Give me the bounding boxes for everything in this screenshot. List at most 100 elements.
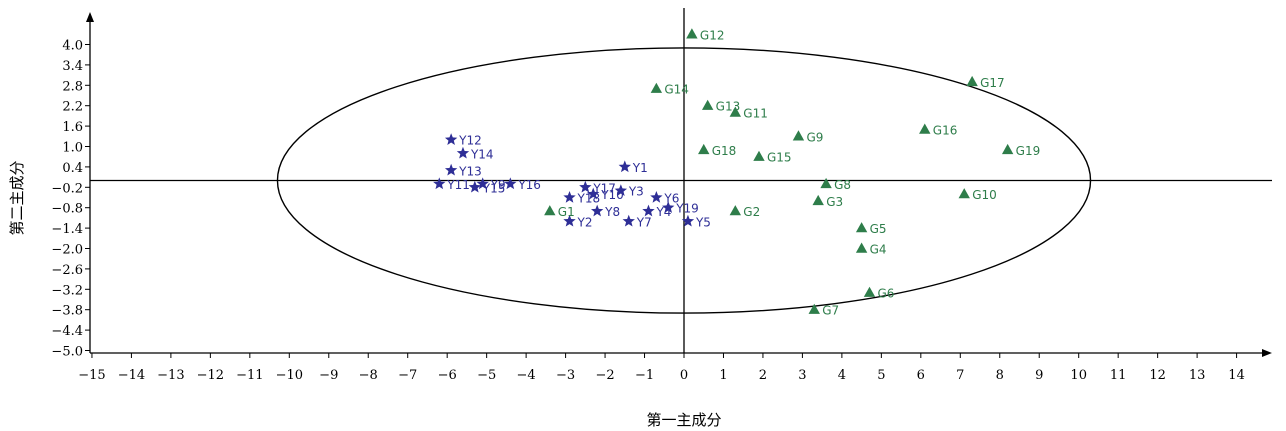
point-label-y4: Y4 [655, 205, 671, 219]
point-g2-triangle-icon [729, 205, 742, 216]
x-tick-label: −6 [438, 368, 457, 383]
x-tick-label: −12 [197, 368, 224, 383]
point-label-g16: G16 [933, 124, 958, 138]
point-g19-triangle-icon [1001, 143, 1014, 155]
point-label-y6: Y6 [663, 192, 679, 206]
x-tick-label: −9 [319, 368, 338, 383]
x-tick-label: 2 [759, 368, 767, 383]
point-g9-triangle-icon [792, 130, 805, 141]
y-axis-arrow-icon [86, 12, 94, 22]
point-label-g7: G7 [822, 304, 839, 318]
point-y12-star-icon [444, 133, 458, 145]
x-tick-label: −5 [477, 368, 496, 383]
point-y7-star-icon [622, 214, 635, 227]
point-label-g13: G13 [716, 100, 741, 114]
point-g14-triangle-icon [650, 82, 663, 93]
point-label-g6: G6 [878, 287, 895, 301]
point-y1-star-icon [618, 160, 631, 173]
y-axis-title: 第二主成分 [8, 160, 26, 235]
point-g7-triangle-icon [808, 303, 820, 314]
x-tick-label: 7 [956, 368, 964, 383]
y-tick-label: −3.8 [51, 304, 83, 319]
x-tick-label: −8 [359, 368, 378, 383]
point-g12-triangle-icon [686, 28, 698, 39]
y-tick-label: 2.8 [62, 79, 83, 94]
x-tick-label: −2 [595, 368, 614, 383]
x-tick-label: −7 [398, 368, 417, 383]
x-tick-label: 1 [719, 368, 727, 383]
point-label-g3: G3 [826, 195, 843, 209]
point-label-y19: Y19 [675, 202, 699, 216]
point-y11-star-icon [433, 177, 446, 190]
y-tick-label: −0.8 [51, 202, 83, 217]
y-tick-label: 2.2 [62, 100, 83, 115]
x-tick-label: −10 [276, 368, 303, 383]
y-tick-label: 0.4 [62, 161, 83, 176]
point-g3-triangle-icon [812, 194, 824, 206]
x-tick-label: 4 [838, 368, 846, 383]
x-tick-labels: −15 −14 −13 −12 −11 −10 −9 −8 −7 −6 −5 −4 −3 −2 −1 0 1 2 3… [78, 368, 1245, 383]
point-y14-star-icon [456, 146, 470, 159]
point-g13-triangle-icon [701, 99, 714, 110]
y-tick-label: −3.2 [51, 283, 83, 298]
y-tick-label: −1.4 [51, 222, 83, 237]
point-label-g1: G1 [558, 205, 575, 219]
y-tick-label: −5.0 [51, 345, 83, 360]
point-label-g10: G10 [972, 188, 997, 202]
point-y4-star-icon [642, 204, 655, 217]
data-points [433, 28, 1014, 314]
y-tick-label: −0.2 [51, 181, 83, 196]
point-label-y10: Y10 [600, 188, 624, 202]
y-tick-labels: 4.0 3.4 2.8 2.2 1.6 1.0 0.4 −0.2 −0.8 −1.4 −2.0 −2.… [51, 39, 83, 360]
point-g18-triangle-icon [698, 143, 710, 155]
point-g5-triangle-icon [855, 222, 868, 233]
point-label-y7: Y7 [636, 215, 652, 229]
point-y3-star-icon [614, 184, 628, 196]
x-axis-title: 第一主成分 [646, 411, 721, 429]
point-label-g4: G4 [870, 243, 887, 257]
confidence-ellipse [276, 47, 1092, 314]
point-label-g12: G12 [700, 28, 725, 42]
point-label-g17: G17 [980, 76, 1005, 90]
point-y8-star-icon [590, 204, 604, 217]
point-label-y8: Y8 [604, 205, 620, 219]
y-tick-label: 4.0 [62, 39, 83, 54]
point-label-y11: Y11 [446, 178, 470, 192]
x-tick-label: 10 [1070, 368, 1087, 383]
y-tick-label: 1.6 [62, 120, 83, 135]
point-g8-triangle-icon [820, 177, 832, 189]
point-y16-star-icon [504, 177, 517, 190]
point-y15-star-icon [468, 180, 481, 193]
point-label-y1: Y1 [632, 161, 648, 175]
point-label-y12: Y12 [458, 134, 482, 148]
y-tick-label: 1.0 [62, 141, 83, 156]
point-g6-triangle-icon [863, 286, 876, 297]
x-tick-label: 0 [680, 368, 688, 383]
point-label-y18: Y18 [577, 192, 601, 206]
x-tick-label: 14 [1228, 368, 1245, 383]
point-label-g5: G5 [870, 222, 887, 236]
axes [85, 8, 1272, 358]
point-label-g11: G11 [743, 107, 768, 121]
point-g17-triangle-icon [966, 75, 978, 87]
point-label-y17: Y17 [592, 181, 616, 195]
x-tick-label: 5 [877, 368, 885, 383]
point-g15-triangle-icon [753, 150, 765, 161]
point-label-g19: G19 [1016, 144, 1041, 158]
point-g16-triangle-icon [919, 123, 931, 134]
point-y2-star-icon [563, 214, 576, 227]
point-label-y2: Y2 [577, 215, 593, 229]
x-tick-label: −1 [635, 368, 654, 383]
point-y13-star-icon [444, 163, 458, 176]
point-label-g14: G14 [664, 83, 689, 97]
x-tick-label: 13 [1189, 368, 1206, 383]
x-tick-label: −14 [118, 368, 145, 383]
point-label-y13: Y13 [458, 164, 482, 178]
x-tick-label: 3 [798, 368, 806, 383]
point-y17-star-icon [579, 180, 592, 193]
point-y18-star-icon [563, 191, 576, 203]
x-tick-label: 6 [917, 368, 925, 383]
point-label-y16: Y16 [517, 178, 541, 192]
point-label-y3: Y3 [628, 185, 644, 199]
